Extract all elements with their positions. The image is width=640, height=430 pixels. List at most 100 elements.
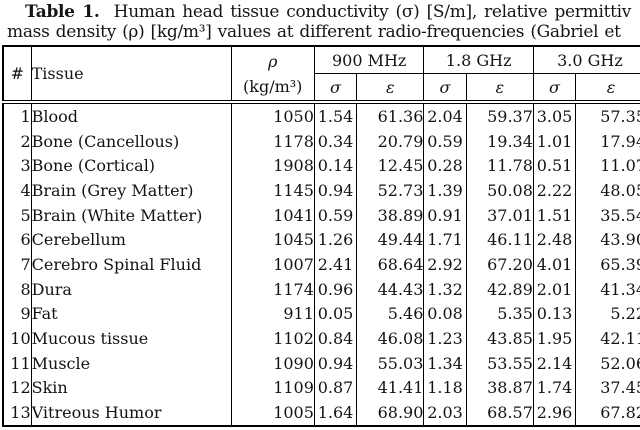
cell-tissue: Brain (Grey Matter) bbox=[30, 178, 232, 203]
cell-index: 1 bbox=[20, 106, 31, 126]
cell-tissue: Brain (White Matter) bbox=[30, 202, 232, 228]
cell-sigma-3000: 0.51 bbox=[532, 153, 576, 179]
rho-symbol: ρ bbox=[268, 51, 278, 71]
cell-sigma-900: 0.87 bbox=[313, 375, 357, 401]
caption-label: Table 1. bbox=[25, 2, 100, 22]
cell-sigma-3000: 1.74 bbox=[532, 375, 576, 401]
cell-tissue: Muscle bbox=[30, 350, 232, 376]
cell-tissue: Cerebellum bbox=[30, 227, 232, 253]
cell-epsilon-1800: 46.11 bbox=[465, 227, 534, 253]
col-header-freq-900: 900 MHz bbox=[313, 46, 424, 74]
cell-sigma-1800: 0.28 bbox=[423, 153, 467, 179]
cell-index: 12 bbox=[10, 378, 31, 398]
table-row: 4 Brain (Grey Matter) 1145 0.94 52.73 1.39 50.… bbox=[3, 178, 640, 203]
cell-epsilon-900: 38.89 bbox=[356, 202, 424, 228]
table-row: 5 Brain (White Matter) 1041 0.59 38.89 0.91 37… bbox=[3, 202, 640, 228]
cell-epsilon-900: 68.90 bbox=[356, 400, 424, 426]
density-unit: (kg/m³) bbox=[243, 76, 303, 96]
table-row: 2 Bone (Cancellous) 1178 0.34 20.79 0.59 19.34… bbox=[3, 128, 640, 154]
cell-index: 11 bbox=[10, 353, 31, 373]
cell-sigma-900: 0.14 bbox=[313, 153, 357, 179]
cell-epsilon-1800: 37.01 bbox=[465, 202, 534, 228]
cell-sigma-900: 0.84 bbox=[313, 326, 357, 351]
col-header-freq-3000: 3.0 GHz bbox=[532, 46, 640, 74]
cell-density: 1090 bbox=[230, 350, 315, 376]
cell-sigma-900: 0.59 bbox=[313, 202, 357, 228]
cell-index: 3 bbox=[20, 156, 31, 176]
cell-density: 1050 bbox=[230, 102, 315, 129]
cell-sigma-3000: 4.01 bbox=[532, 252, 576, 277]
cell-epsilon-1800: 11.78 bbox=[465, 153, 534, 179]
cell-sigma-3000: 0.13 bbox=[532, 301, 576, 327]
cell-epsilon-3000: 43.90 bbox=[575, 227, 640, 253]
cell-epsilon-3000: 37.45 bbox=[575, 375, 640, 401]
cell-epsilon-1800: 19.34 bbox=[465, 128, 534, 154]
cell-sigma-1800: 1.18 bbox=[423, 375, 467, 401]
cell-epsilon-1800: 59.37 bbox=[465, 102, 534, 129]
cell-density: 1109 bbox=[230, 375, 315, 401]
cell-density: 1174 bbox=[230, 276, 315, 302]
cell-epsilon-3000: 42.11 bbox=[575, 326, 640, 351]
cell-sigma-3000: 1.95 bbox=[532, 326, 576, 351]
cell-density: 911 bbox=[230, 301, 315, 327]
cell-index: 5 bbox=[20, 205, 31, 225]
cell-tissue: Vitreous Humor bbox=[30, 400, 232, 426]
cell-tissue: Mucous tissue bbox=[30, 326, 232, 351]
col-header-sigma-1800: σ bbox=[423, 73, 467, 104]
cell-epsilon-1800: 50.08 bbox=[465, 178, 534, 203]
col-header-tissue: Tissue bbox=[30, 46, 232, 104]
cell-sigma-1800: 0.91 bbox=[423, 202, 467, 228]
table-header: # Tissue ρ (kg/m³) 900 MHz 1.8 GHz 3.0 GH… bbox=[3, 46, 640, 104]
cell-sigma-3000: 3.05 bbox=[532, 102, 576, 129]
cell-sigma-900: 1.54 bbox=[313, 102, 357, 129]
cell-density: 1045 bbox=[230, 227, 315, 253]
col-header-sigma-900: σ bbox=[313, 73, 357, 104]
cell-density: 1005 bbox=[230, 400, 315, 426]
cell-sigma-1800: 0.59 bbox=[423, 128, 467, 154]
cell-index: 4 bbox=[20, 180, 31, 200]
cell-density: 1007 bbox=[230, 252, 315, 277]
cell-tissue: Blood bbox=[30, 102, 232, 129]
cell-sigma-900: 0.96 bbox=[313, 276, 357, 302]
cell-epsilon-1800: 53.55 bbox=[465, 350, 534, 376]
cell-epsilon-3000: 41.34 bbox=[575, 276, 640, 302]
col-header-sigma-3000: σ bbox=[532, 73, 576, 104]
cell-epsilon-1800: 5.35 bbox=[465, 301, 534, 327]
cell-sigma-1800: 0.08 bbox=[423, 301, 467, 327]
cell-epsilon-3000: 11.07 bbox=[575, 153, 640, 179]
cell-sigma-900: 1.64 bbox=[313, 400, 357, 426]
cell-sigma-1800: 1.39 bbox=[423, 178, 467, 203]
cell-epsilon-900: 12.45 bbox=[356, 153, 424, 179]
cell-density: 1041 bbox=[230, 202, 315, 228]
cell-density: 1102 bbox=[230, 326, 315, 351]
cell-epsilon-3000: 67.82 bbox=[575, 400, 640, 426]
cell-sigma-1800: 2.04 bbox=[423, 102, 467, 129]
table-row: 10 Mucous tissue 1102 0.84 46.08 1.23 43.85 1.9… bbox=[3, 326, 640, 351]
col-header-freq-1800: 1.8 GHz bbox=[423, 46, 534, 74]
cell-epsilon-900: 68.64 bbox=[356, 252, 424, 277]
col-header-density: ρ (kg/m³) bbox=[230, 46, 315, 104]
col-header-epsilon-3000: ε bbox=[575, 73, 640, 104]
cell-sigma-1800: 1.34 bbox=[423, 350, 467, 376]
cell-density: 1908 bbox=[230, 153, 315, 179]
table-row: 7 Cerebro Spinal Fluid 1007 2.41 68.64 2.92 67… bbox=[3, 252, 640, 277]
cell-sigma-3000: 2.48 bbox=[532, 227, 576, 253]
cell-density: 1178 bbox=[230, 128, 315, 154]
cell-sigma-900: 0.34 bbox=[313, 128, 357, 154]
cell-index: 9 bbox=[20, 304, 31, 324]
caption-line-1: Table 1. Human head tissue conductivity … bbox=[0, 2, 640, 22]
cell-epsilon-3000: 65.39 bbox=[575, 252, 640, 277]
col-header-epsilon-1800: ε bbox=[465, 73, 534, 104]
cell-tissue: Bone (Cortical) bbox=[30, 153, 232, 179]
table-body: 1Blood10501.5461.362.0459.373.0557.352Bo… bbox=[3, 102, 640, 426]
cell-tissue: Fat bbox=[30, 301, 232, 327]
cell-tissue: Cerebro Spinal Fluid bbox=[30, 252, 232, 277]
cell-epsilon-3000: 35.54 bbox=[575, 202, 640, 228]
cell-sigma-3000: 2.14 bbox=[532, 350, 576, 376]
cell-tissue: Skin bbox=[30, 375, 232, 401]
cell-epsilon-1800: 67.20 bbox=[465, 252, 534, 277]
cell-index: 10 bbox=[10, 329, 31, 349]
